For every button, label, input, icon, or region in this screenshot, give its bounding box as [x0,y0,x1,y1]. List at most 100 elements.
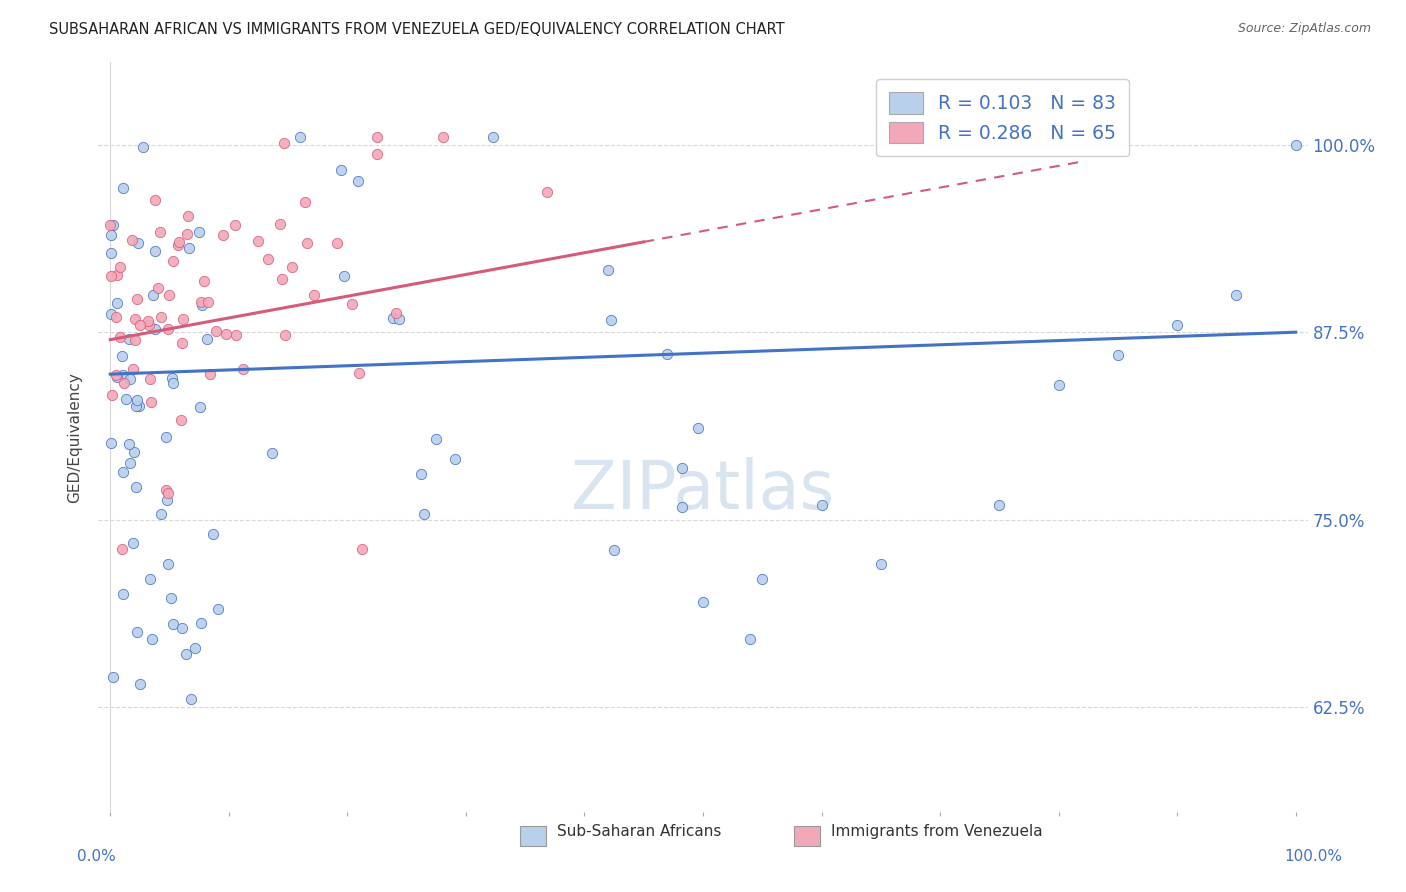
Point [101,388,124,402]
Point [104,368,127,382]
Point [139,372,162,386]
Point [111,542,134,557]
Point [686,421,709,435]
Point [326,235,349,250]
Point [169,235,191,250]
Point [125,393,148,408]
Point [112,587,135,601]
Point [122,361,145,376]
Point [346,173,368,187]
Text: Immigrants from Venezuela: Immigrants from Venezuela [831,824,1043,838]
Point [225,328,247,343]
Point [869,558,891,572]
Point [176,227,198,241]
Point [304,288,326,302]
Point [340,297,363,311]
Point [162,617,184,632]
Point [350,542,373,557]
Point [288,130,311,145]
Text: Sub-Saharan Africans: Sub-Saharan Africans [557,824,721,838]
Point [160,371,183,385]
Legend: R = 0.103   N = 83, R = 0.286   N = 65: R = 0.103 N = 83, R = 0.286 N = 65 [876,79,1129,156]
Point [409,467,432,482]
Text: SUBSAHARAN AFRICAN VS IMMIGRANTS FROM VENEZUELA GED/EQUIVALENCY CORRELATION CHAR: SUBSAHARAN AFRICAN VS IMMIGRANTS FROM VE… [49,22,785,37]
Point [121,233,143,247]
Point [751,573,773,587]
Point [1047,377,1070,392]
Point [100,268,122,283]
Point [205,324,228,338]
Point [100,218,122,232]
Point [155,430,177,444]
Point [124,312,146,326]
Point [157,288,180,302]
Point [385,305,408,319]
Point [149,508,172,522]
Point [432,130,454,145]
Point [810,498,832,512]
Point [142,288,165,302]
Point [127,236,149,251]
Point [157,486,180,500]
Point [145,244,167,259]
Point [143,194,166,208]
Point [598,262,620,277]
Point [105,268,128,282]
Point [177,241,200,255]
Point [190,294,212,309]
Point [184,640,207,655]
Point [131,140,153,154]
Point [412,507,434,521]
Point [160,591,183,605]
Point [118,332,141,346]
Point [271,272,294,286]
Point [329,163,352,178]
Point [100,436,122,450]
Point [215,326,238,341]
Point [104,310,127,324]
Point [155,483,177,497]
Point [1285,137,1308,152]
Point [232,362,254,376]
Point [366,146,388,161]
Point [124,333,146,347]
Point [269,218,291,232]
Point [188,225,211,239]
Point [141,632,163,647]
Text: ZIPatlas: ZIPatlas [571,457,835,523]
Point [988,498,1011,512]
Point [193,274,215,288]
Point [176,648,198,662]
Point [136,313,159,327]
Point [1107,348,1129,362]
Point [170,336,193,351]
Point [105,296,128,310]
Point [657,347,679,361]
Point [671,461,693,475]
Point [172,312,194,326]
Point [198,368,221,382]
Point [112,376,135,391]
Point [108,260,131,275]
Point [211,227,233,242]
Point [105,369,128,384]
Point [1225,287,1247,301]
Point [118,456,141,470]
Point [118,372,141,386]
Point [128,400,150,414]
Point [108,330,131,344]
Point [444,452,467,467]
Point [425,433,447,447]
Point [190,615,212,630]
Point [1166,318,1188,332]
Point [112,180,135,194]
Point [149,225,172,239]
Point [172,621,194,635]
Point [138,318,160,332]
Text: 0.0%: 0.0% [77,849,117,864]
Point [740,632,762,647]
Point [125,399,148,413]
Point [274,327,297,342]
Point [115,392,138,407]
Point [671,500,693,514]
